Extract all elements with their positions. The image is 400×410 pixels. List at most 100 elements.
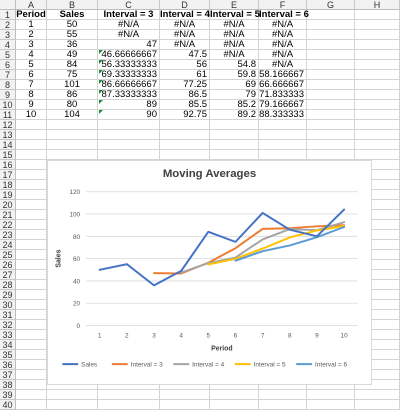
cell-h9[interactable] xyxy=(355,90,400,100)
cell-g14[interactable] xyxy=(307,140,355,150)
cell-c3[interactable]: #N/A xyxy=(98,30,160,40)
row-header-17[interactable]: 17 xyxy=(0,170,16,180)
cell-d40[interactable] xyxy=(160,400,210,410)
cell-a32[interactable] xyxy=(16,320,47,330)
cell-f11[interactable]: 88.333333 xyxy=(259,110,307,120)
cell-h39[interactable] xyxy=(355,390,400,400)
cell-e8[interactable]: 69 xyxy=(210,80,259,90)
cell-a26[interactable] xyxy=(16,260,47,270)
cell-h8[interactable] xyxy=(355,80,400,90)
cell-c10[interactable]: 89 xyxy=(98,100,160,110)
cell-c40[interactable] xyxy=(98,400,160,410)
cell-a27[interactable] xyxy=(16,270,47,280)
cell-c12[interactable] xyxy=(98,120,160,130)
column-header-d[interactable]: D xyxy=(160,0,210,10)
row-header-22[interactable]: 22 xyxy=(0,220,16,230)
cell-f9[interactable]: 71.833333 xyxy=(259,90,307,100)
cell-h40[interactable] xyxy=(355,400,400,410)
row-header-39[interactable]: 39 xyxy=(0,390,16,400)
cell-a34[interactable] xyxy=(16,340,47,350)
cell-b11[interactable]: 104 xyxy=(47,110,98,120)
cell-c5[interactable]: 46.66666667 xyxy=(98,50,160,60)
cell-g10[interactable] xyxy=(307,100,355,110)
cell-g8[interactable] xyxy=(307,80,355,90)
error-indicator-icon[interactable] xyxy=(99,100,103,104)
column-header-f[interactable]: F xyxy=(259,0,307,10)
row-header-3[interactable]: 3 xyxy=(0,30,16,40)
row-header-10[interactable]: 10 xyxy=(0,100,16,110)
cell-f4[interactable]: #N/A xyxy=(259,40,307,50)
cell-e12[interactable] xyxy=(210,120,259,130)
cell-d11[interactable]: 92.75 xyxy=(160,110,210,120)
cell-a25[interactable] xyxy=(16,250,47,260)
cell-g40[interactable] xyxy=(307,400,355,410)
cell-a19[interactable] xyxy=(16,190,47,200)
cell-a3[interactable]: 2 xyxy=(16,30,47,40)
cell-a11[interactable]: 10 xyxy=(16,110,47,120)
row-header-5[interactable]: 5 xyxy=(0,50,16,60)
column-header-c[interactable]: C xyxy=(98,0,160,10)
cell-a40[interactable] xyxy=(16,400,47,410)
cell-d14[interactable] xyxy=(160,140,210,150)
column-header-b[interactable]: B xyxy=(47,0,98,10)
cell-d38[interactable] xyxy=(160,380,210,390)
row-header-27[interactable]: 27 xyxy=(0,270,16,280)
cell-f3[interactable]: #N/A xyxy=(259,30,307,40)
cell-b39[interactable] xyxy=(47,390,98,400)
series-line-interval-6[interactable] xyxy=(234,226,346,262)
cell-h15[interactable] xyxy=(355,150,400,160)
cell-a21[interactable] xyxy=(16,210,47,220)
cell-a24[interactable] xyxy=(16,240,47,250)
cell-d2[interactable]: #N/A xyxy=(160,20,210,30)
row-header-9[interactable]: 9 xyxy=(0,90,16,100)
cell-e3[interactable]: #N/A xyxy=(210,30,259,40)
cell-a1[interactable]: Period xyxy=(16,10,47,20)
column-header-h[interactable]: H xyxy=(355,0,400,10)
cell-a16[interactable] xyxy=(16,160,47,170)
cell-e40[interactable] xyxy=(210,400,259,410)
row-header-25[interactable]: 25 xyxy=(0,250,16,260)
cell-a38[interactable] xyxy=(16,380,47,390)
row-header-29[interactable]: 29 xyxy=(0,290,16,300)
cell-f1[interactable]: Interval = 6 xyxy=(259,10,309,20)
cell-g4[interactable] xyxy=(307,40,355,50)
cell-c14[interactable] xyxy=(98,140,160,150)
cell-e10[interactable]: 85.2 xyxy=(210,100,259,110)
cell-d9[interactable]: 86.5 xyxy=(160,90,210,100)
cell-f12[interactable] xyxy=(259,120,307,130)
cell-a39[interactable] xyxy=(16,390,47,400)
row-header-21[interactable]: 21 xyxy=(0,210,16,220)
cell-h7[interactable] xyxy=(355,70,400,80)
row-header-23[interactable]: 23 xyxy=(0,230,16,240)
error-indicator-icon[interactable] xyxy=(99,80,103,84)
cell-h1[interactable] xyxy=(355,10,400,20)
cell-a33[interactable] xyxy=(16,330,47,340)
row-header-13[interactable]: 13 xyxy=(0,130,16,140)
cell-g9[interactable] xyxy=(307,90,355,100)
cell-a14[interactable] xyxy=(16,140,47,150)
cell-f14[interactable] xyxy=(259,140,307,150)
cell-a23[interactable] xyxy=(16,230,47,240)
cell-a2[interactable]: 1 xyxy=(16,20,47,30)
cell-h2[interactable] xyxy=(355,20,400,30)
cell-f13[interactable] xyxy=(259,130,307,140)
cell-b15[interactable] xyxy=(47,150,98,160)
row-header-15[interactable]: 15 xyxy=(0,150,16,160)
cell-b8[interactable]: 101 xyxy=(47,80,98,90)
cell-g13[interactable] xyxy=(307,130,355,140)
cell-e9[interactable]: 79 xyxy=(210,90,259,100)
cell-f40[interactable] xyxy=(259,400,307,410)
cell-f6[interactable]: #N/A xyxy=(259,60,307,70)
cell-a20[interactable] xyxy=(16,200,47,210)
cell-a22[interactable] xyxy=(16,220,47,230)
column-header-g[interactable]: G xyxy=(307,0,355,10)
cell-c9[interactable]: 87.33333333 xyxy=(98,90,160,100)
cell-b5[interactable]: 49 xyxy=(47,50,98,60)
cell-d4[interactable]: #N/A xyxy=(160,40,210,50)
cell-g2[interactable] xyxy=(307,20,355,30)
cell-g11[interactable] xyxy=(307,110,355,120)
cell-a5[interactable]: 4 xyxy=(16,50,47,60)
cell-a37[interactable] xyxy=(16,370,47,380)
cell-g5[interactable] xyxy=(307,50,355,60)
row-header-32[interactable]: 32 xyxy=(0,320,16,330)
